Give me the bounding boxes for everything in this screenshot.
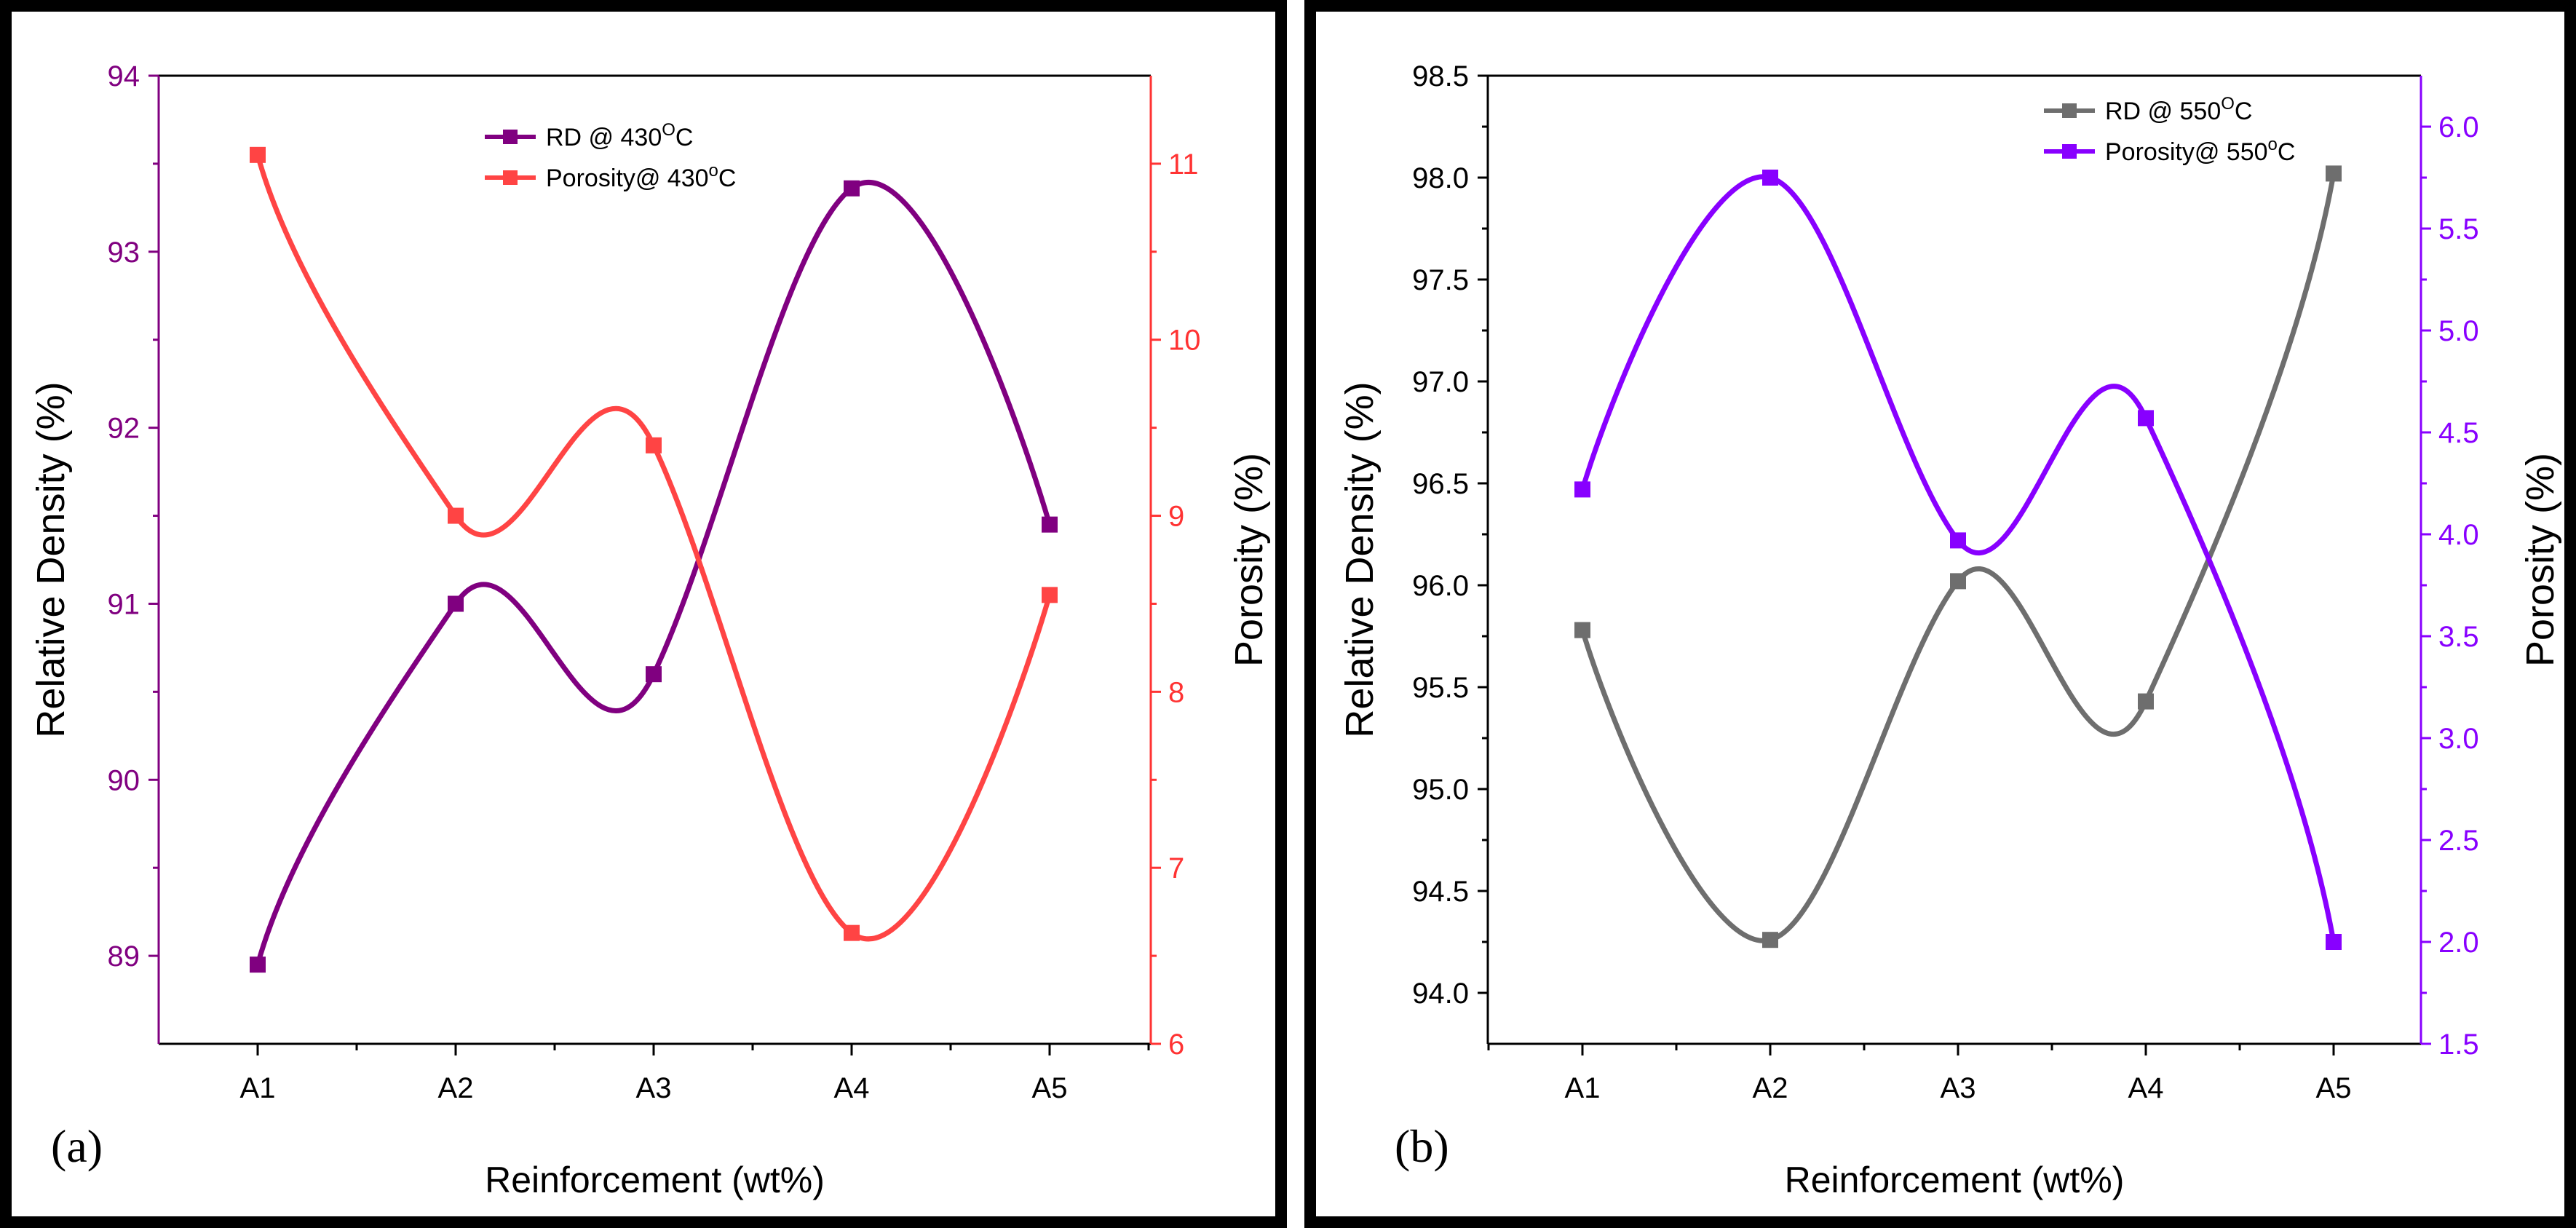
data-point [2138,410,2154,427]
left-y-tick-label: 95.0 [1412,774,1469,806]
data-point [1950,573,1966,590]
left-y-axis-title: Relative Density (%) [29,381,73,737]
x-tick-label: A3 [636,1072,672,1104]
right-y-tick-label: 6.0 [2438,111,2479,143]
data-point [2138,693,2154,710]
data-point [2326,934,2342,950]
legend: RD @ 430OC Porosity@ 430oC [485,120,736,192]
right-y-tick-label: 8 [1168,676,1184,708]
chart-panel-b: 94.0 94.5 95.0 95.5 96.0 96.5 97.0 97.5 98.0 98.5… [1304,0,2576,1228]
legend-marker [503,130,518,144]
left-y-tick-label: 96.5 [1412,468,1469,500]
left-y-tick-label: 97.5 [1412,264,1469,296]
right-y-tick-label: 3.0 [2438,723,2479,755]
x-tick-label: A4 [834,1072,870,1104]
right-y-tick-label: 1.5 [2438,1029,2479,1061]
left-y-tick-label: 91 [108,588,140,620]
data-point [1042,587,1058,603]
data-point [448,595,464,612]
left-y-tick-label: 93 [108,237,140,269]
left-y-tick-label: 90 [108,764,140,796]
left-y-tick-label: 98.0 [1412,162,1469,194]
left-y-tick-label: 89 [108,940,140,973]
data-point [844,924,860,941]
data-point [1574,622,1590,638]
left-y-tick-label: 94 [108,60,140,92]
left-y-tick-label: 97.0 [1412,366,1469,398]
right-y-tick-label: 2.5 [2438,825,2479,857]
right-y-tick-label: 6 [1168,1029,1184,1061]
left-y-tick-label: 98.5 [1412,60,1469,92]
data-point [1950,532,1966,549]
x-axis-title: Reinforcement (wt%) [485,1160,825,1200]
legend-label: RD @ 430OC [546,120,693,151]
chart-panel-a: 89 90 91 92 93 94 6 7 8 9 10 11 A1 A2 A3 A4 A5 Reinforcem… [0,0,1287,1228]
data-point [1574,481,1590,498]
data-point [448,507,464,524]
right-y-tick-label: 5.0 [2438,315,2479,347]
data-point [250,956,266,973]
x-tick-label: A5 [1032,1072,1068,1104]
series-line-2 [1580,174,2337,943]
right-y-tick-label: 4.5 [2438,417,2479,449]
left-y-tick-label: 94.5 [1412,876,1469,908]
right-y-tick-label: 3.5 [2438,621,2479,653]
right-y-tick-label: 4.0 [2438,519,2479,551]
left-y-tick-label: 92 [108,413,140,445]
x-tick-label: A4 [2128,1072,2164,1104]
x-tick-label: A3 [1941,1072,1976,1104]
left-y-axis-title: Relative Density (%) [1338,381,1382,737]
data-point [1042,516,1058,533]
data-point [1762,170,1778,186]
data-point [844,180,860,197]
right-y-tick-label: 2.0 [2438,927,2479,959]
panel-label: (b) [1395,1120,1449,1172]
x-tick-label: A2 [438,1072,474,1104]
right-y-tick-label: 9 [1168,501,1184,533]
x-tick-label: A2 [1753,1072,1788,1104]
legend-label: Porosity@ 430oC [546,161,736,192]
x-axis-title: Reinforcement (wt%) [1785,1160,2125,1200]
right-y-axis-title: Porosity (%) [2518,453,2562,667]
legend-marker [2062,144,2077,159]
legend-marker [503,170,518,185]
left-y-tick-label: 96.0 [1412,570,1469,602]
data-point [2326,165,2342,182]
right-y-axis-title: Porosity (%) [1227,453,1271,667]
x-tick-label: A1 [1565,1072,1601,1104]
x-tick-label: A5 [2316,1072,2352,1104]
left-y-tick-label: 94.0 [1412,978,1469,1010]
legend-label: RD @ 550OC [2105,94,2252,125]
data-point [646,666,662,683]
legend-label: Porosity@ 550oC [2105,135,2295,166]
data-point [1762,932,1778,948]
data-point [646,437,662,453]
legend: RD @ 550OC Porosity@ 550oC [2044,94,2295,166]
right-y-tick-label: 5.5 [2438,213,2479,245]
panel-label: (a) [51,1120,103,1172]
legend-marker [2062,103,2077,118]
series-line-1 [1580,173,2337,943]
left-y-tick-label: 95.5 [1412,672,1469,704]
right-y-tick-label: 7 [1168,852,1184,884]
right-y-tick-label: 10 [1168,325,1201,357]
chart-b: 94.0 94.5 95.0 95.5 96.0 96.5 97.0 97.5 98.0 98.5… [1338,60,2562,1200]
right-y-tick-label: 11 [1168,148,1199,181]
data-point [250,146,266,163]
series-line-2 [255,154,1053,942]
series-line-1 [255,180,1053,966]
x-tick-label: A1 [240,1072,276,1104]
